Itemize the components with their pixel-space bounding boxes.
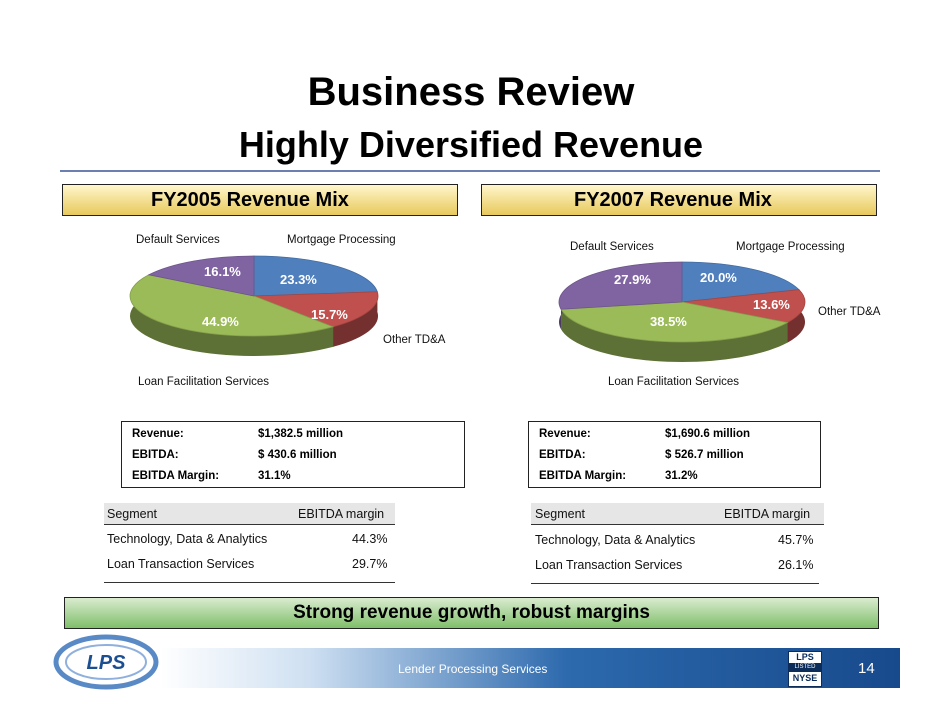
right-table-bottom-rule [531, 583, 819, 584]
left-pct-mortgage: 23.3% [280, 272, 317, 287]
pie-slice-other-td-a [681, 289, 806, 323]
right-revenue-value: $1,690.6 million [665, 428, 751, 440]
right-col-ebitda-margin: EBITDA margin [724, 507, 811, 521]
right-pct-default: 27.9% [614, 272, 651, 287]
right-segment-row-2-name: Loan Transaction Services [535, 558, 683, 572]
left-col-segment: Segment [107, 507, 158, 521]
right-ebitda-label: EBITDA: [539, 449, 586, 461]
footer-bar [160, 648, 900, 688]
left-margin-label: EBITDA Margin: [132, 470, 220, 482]
pie-slice-mortgage-processing [253, 255, 378, 297]
left-pct-other-tda: 15.7% [311, 307, 348, 322]
left-segment-row-2-margin: 29.7% [352, 557, 388, 571]
left-label-loan-facilitation: Loan Facilitation Services [138, 376, 270, 388]
lps-logo-text: LPS [87, 652, 127, 674]
summary-banner: Strong revenue growth, robust margins [64, 597, 879, 629]
page-number: 14 [858, 660, 875, 677]
lps-logo: LPS [53, 634, 159, 690]
fy2005-summary-box: Revenue: $1,382.5 million EBITDA: $ 430.… [121, 421, 465, 488]
left-ebitda-label: EBITDA: [132, 449, 179, 461]
left-pct-loan: 44.9% [202, 314, 239, 329]
fy2007-pie-chart [558, 261, 806, 362]
left-segment-table-header: Segment EBITDA margin [104, 503, 395, 525]
right-label-loan-facilitation: Loan Facilitation Services [608, 376, 740, 388]
pie-slice-loan-facilitation-services [129, 274, 335, 337]
left-col-ebitda-margin: EBITDA margin [298, 507, 385, 521]
fy2007-header: FY2007 Revenue Mix [481, 184, 877, 216]
title-divider [60, 170, 880, 172]
right-label-mortgage-processing: Mortgage Processing [736, 241, 845, 253]
right-segment-row-2-margin: 26.1% [778, 558, 814, 572]
pie-slice-side-2 [130, 274, 334, 356]
pie-slice-side-2 [561, 309, 788, 362]
nyse-listed-badge: LPS LISTED NYSE [788, 651, 822, 687]
left-pct-default: 16.1% [204, 264, 241, 279]
left-table-bottom-rule [104, 582, 395, 583]
left-label-default-services: Default Services [136, 234, 220, 246]
left-revenue-label: Revenue: [132, 428, 184, 440]
right-label-default-services: Default Services [570, 241, 654, 253]
nyse-badge-bottom: NYSE [792, 673, 818, 683]
right-revenue-label: Revenue: [539, 428, 591, 440]
left-segment-row-1-name: Technology, Data & Analytics [107, 532, 268, 546]
right-col-segment: Segment [535, 507, 586, 521]
right-segment-row-1-name: Technology, Data & Analytics [535, 533, 696, 547]
right-label-other-tda: Other TD&A [818, 306, 881, 318]
left-ebitda-value: $ 430.6 million [258, 449, 337, 461]
pie-slice-mortgage-processing [681, 261, 800, 303]
nyse-badge-mid: LISTED [789, 663, 821, 672]
pie-slice-default-services [558, 261, 683, 310]
pie-slice-default-services [147, 255, 255, 297]
left-segment-row-2-name: Loan Transaction Services [107, 557, 255, 571]
left-margin-value: 31.1% [258, 470, 291, 482]
right-segment-row-1-margin: 45.7% [778, 533, 814, 547]
page-title: Business Review [307, 70, 635, 114]
nyse-badge-top: LPS [796, 652, 814, 662]
fy2005-header: FY2005 Revenue Mix [62, 184, 458, 216]
right-margin-label: EBITDA Margin: [539, 470, 627, 482]
left-segment-row-1-margin: 44.3% [352, 532, 388, 546]
page-subtitle: Highly Diversified Revenue [238, 124, 704, 165]
right-pct-loan: 38.5% [650, 314, 687, 329]
left-label-mortgage-processing: Mortgage Processing [287, 234, 396, 246]
fy2005-pie-chart [129, 255, 379, 356]
fy2007-summary-box: Revenue: $1,690.6 million EBITDA: $ 526.… [528, 421, 821, 488]
right-pct-mortgage: 20.0% [700, 270, 737, 285]
pie-slice-loan-facilitation-services [560, 301, 789, 343]
left-revenue-value: $1,382.5 million [258, 428, 344, 440]
right-ebitda-value: $ 526.7 million [665, 449, 744, 461]
right-pct-other-tda: 13.6% [753, 297, 790, 312]
right-segment-table-header: Segment EBITDA margin [531, 503, 824, 525]
right-margin-value: 31.2% [665, 470, 698, 482]
pie-slice-other-td-a [253, 291, 379, 328]
footer-company-name: Lender Processing Services [398, 662, 548, 676]
left-label-other-tda: Other TD&A [383, 334, 446, 346]
